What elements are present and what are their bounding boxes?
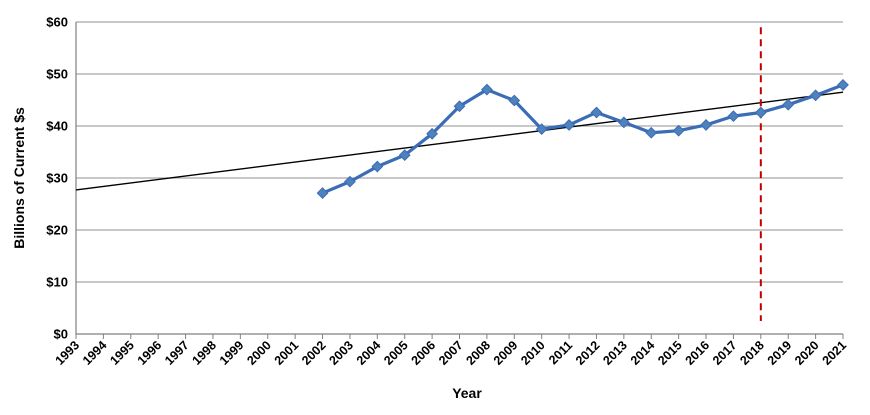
x-tick-label: 2001 (272, 338, 302, 368)
x-tick-label: 2009 (491, 338, 521, 368)
y-tick-label: $40 (46, 119, 68, 134)
data-point-marker (371, 160, 384, 173)
data-point-marker (316, 187, 329, 199)
data-point-marker (754, 106, 767, 119)
x-tick-label: 2003 (326, 338, 356, 368)
y-tick-label: $10 (46, 275, 68, 290)
x-axis-title: Year (452, 385, 482, 401)
x-tick-label: 2010 (518, 338, 548, 368)
x-tick-labels: 1993199419951996199719981999200020012002… (53, 338, 850, 368)
y-tick-labels: $0 $10 $20 $30 $40 $50 $60 (46, 15, 68, 342)
data-point-marker (837, 79, 849, 91)
x-tick-label: 1997 (162, 338, 192, 368)
x-tick-label: 1998 (190, 338, 220, 368)
data-point-marker (508, 94, 521, 107)
x-tick-label: 2004 (354, 338, 384, 368)
x-tick-label: 1995 (107, 338, 137, 368)
x-tick-label: 1996 (135, 338, 165, 368)
data-point-marker (535, 123, 548, 136)
data-point-marker (398, 149, 411, 162)
data-point-marker (672, 124, 685, 137)
data-point-marker (727, 110, 740, 123)
data-point-marker (700, 119, 712, 131)
data-point-marker (480, 83, 493, 96)
x-tick-label: 2017 (710, 338, 740, 368)
data-point-marker (344, 175, 356, 188)
data-point-marker (645, 126, 658, 139)
gridlines (76, 21, 843, 283)
x-tick-label: 2011 (546, 338, 575, 367)
y-tick-label: $0 (54, 327, 68, 342)
y-tick-label: $60 (46, 15, 68, 30)
x-tick-label: 2020 (792, 338, 822, 368)
x-tick-label: 2019 (765, 338, 795, 368)
series-line (320, 83, 845, 195)
y-tick-label: $50 (46, 67, 68, 82)
data-point-marker (563, 119, 575, 131)
data-point-marker (453, 100, 466, 113)
y-axis-title: Billions of Current $s (11, 107, 27, 249)
x-tick-label: 2021 (820, 338, 850, 368)
x-tick-label: 1999 (217, 338, 247, 368)
y-tick-label: $30 (46, 171, 68, 186)
x-tick-label: 1994 (80, 338, 110, 368)
x-tick-label: 2005 (381, 338, 411, 368)
data-point-marker (782, 98, 795, 111)
data-point-marker (617, 116, 630, 129)
x-tick-label: 1993 (53, 338, 83, 368)
trendline-path (75, 91, 844, 191)
x-tick-label: 2006 (409, 338, 439, 368)
y-tick-label: $20 (46, 223, 68, 238)
data-series (316, 79, 849, 199)
x-tick-label: 2015 (655, 338, 685, 368)
data-point-marker (590, 106, 603, 119)
data-point-marker (809, 89, 822, 102)
x-tick-label: 2016 (683, 338, 713, 368)
x-tick-label: 2007 (436, 338, 466, 368)
data-point-marker (426, 127, 439, 140)
x-tick-label: 2012 (573, 338, 603, 368)
x-tick-label: 2002 (299, 338, 329, 368)
x-tick-label: 2000 (244, 338, 274, 368)
axes (75, 22, 844, 339)
x-tick-label: 2018 (737, 338, 767, 368)
x-tick-label: 2014 (628, 338, 658, 368)
x-tick-label: 2008 (463, 338, 493, 368)
x-tick-label: 2013 (600, 338, 630, 368)
trendline (75, 91, 844, 191)
